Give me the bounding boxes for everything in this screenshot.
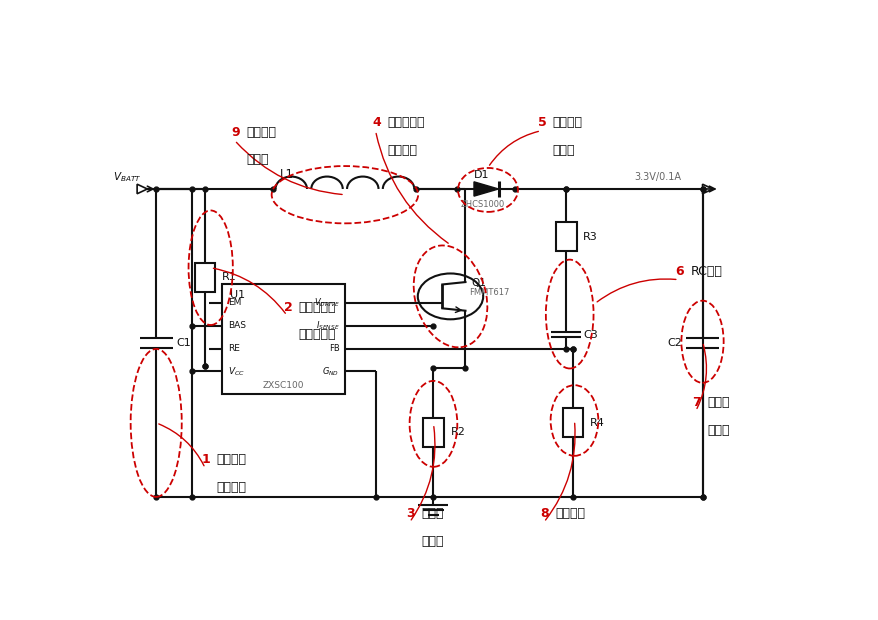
Text: $G_{ND}$: $G_{ND}$ <box>322 365 339 378</box>
Text: 3.3V/0.1A: 3.3V/0.1A <box>634 172 680 182</box>
Text: ZXSC100: ZXSC100 <box>263 381 304 391</box>
Text: 输出滤: 输出滤 <box>707 396 729 409</box>
Text: 输出升压功: 输出升压功 <box>386 116 424 129</box>
Text: 8: 8 <box>540 507 549 520</box>
Text: 2: 2 <box>284 301 292 314</box>
Bar <box>222 285 344 394</box>
Text: C3: C3 <box>583 330 597 340</box>
Text: Q1: Q1 <box>471 278 486 288</box>
Text: U1: U1 <box>230 290 245 300</box>
Text: $V_{DRIVE}$: $V_{DRIVE}$ <box>313 296 339 309</box>
Text: 作模式设定: 作模式设定 <box>299 329 335 342</box>
Text: 3: 3 <box>406 507 414 520</box>
Text: 5: 5 <box>537 116 546 129</box>
Text: 4: 4 <box>371 116 380 129</box>
Text: $V_{BATT}$: $V_{BATT}$ <box>113 170 141 184</box>
Bar <box>556 223 576 251</box>
Text: R2: R2 <box>450 427 464 438</box>
Bar <box>195 263 215 291</box>
Text: ZHCS1000: ZHCS1000 <box>460 200 504 209</box>
Text: 输出升电: 输出升电 <box>246 125 276 138</box>
Text: RC补偿: RC补偿 <box>689 265 722 278</box>
Text: BAS: BAS <box>227 321 246 330</box>
Text: RE: RE <box>227 344 240 353</box>
Text: 6: 6 <box>674 265 683 278</box>
Text: 滤波电容: 滤波电容 <box>217 481 247 494</box>
Text: FMMT617: FMMT617 <box>469 288 509 298</box>
Text: 高低功率工: 高低功率工 <box>299 301 335 314</box>
Text: 测电阵: 测电阵 <box>421 535 443 548</box>
Text: 7: 7 <box>692 396 701 409</box>
Text: R3: R3 <box>583 232 597 242</box>
Text: 9: 9 <box>231 125 240 138</box>
Text: $I_{SENSE}$: $I_{SENSE}$ <box>315 319 339 332</box>
Text: EM: EM <box>227 298 241 308</box>
Text: 压电感: 压电感 <box>246 153 269 166</box>
Polygon shape <box>473 182 498 196</box>
Text: 输出升压: 输出升压 <box>552 116 582 129</box>
Bar <box>423 418 443 447</box>
Text: 1: 1 <box>202 453 211 466</box>
Text: R1: R1 <box>222 272 237 282</box>
Text: D1: D1 <box>473 170 489 180</box>
Text: 输出取样: 输出取样 <box>555 507 585 520</box>
Text: C1: C1 <box>176 338 191 348</box>
Text: FB: FB <box>328 344 339 353</box>
Text: $V_{CC}$: $V_{CC}$ <box>227 365 244 378</box>
Text: 率开关管: 率开关管 <box>386 144 417 157</box>
Text: R4: R4 <box>589 418 604 428</box>
Text: 二极管: 二极管 <box>552 144 574 157</box>
Text: 电流检: 电流检 <box>421 507 443 520</box>
Text: C2: C2 <box>666 338 681 348</box>
Text: L1: L1 <box>280 169 294 182</box>
Text: 波电容: 波电容 <box>707 424 729 437</box>
Text: 电源供电: 电源供电 <box>217 453 247 466</box>
Bar <box>562 409 583 437</box>
